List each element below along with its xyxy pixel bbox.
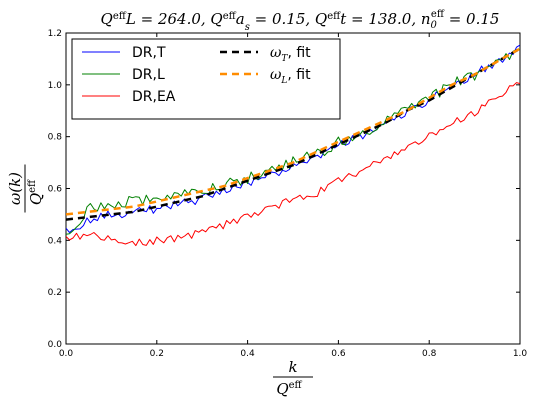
axes: 0.0 0.2 0.4 0.6 0.8 1.0 0.0 0.2 0.4 0.6 0.8 1.0 1.2 [48, 29, 528, 359]
series-layer [66, 44, 520, 247]
y-tick-label-2: 0.4 [48, 236, 63, 246]
y-tick-label-5: 1.0 [48, 81, 63, 91]
series-group [66, 44, 520, 247]
legend-label-3: DR,EA [132, 89, 176, 105]
series-line-2 [66, 48, 520, 235]
y-tick-label-1: 0.2 [48, 288, 62, 298]
chart-title: QeffL = 264.0, Qeffas = 0.15, Qefft = 13… [101, 9, 500, 33]
y-tick-label-6: 1.2 [48, 29, 62, 39]
x-tick-label-2: 0.4 [240, 349, 255, 359]
y-tick-label-3: 0.6 [48, 185, 63, 195]
y-axis-label: ω(k) Qeff [6, 164, 45, 213]
y-tick-label-0: 0.0 [48, 340, 63, 350]
x-axis-label-numerator: k [288, 358, 297, 376]
x-tick-label-3: 0.6 [331, 349, 346, 359]
x-tick-label-4: 0.8 [422, 349, 437, 359]
series-line-4 [66, 47, 520, 221]
legend: DR,T DR,L DR,EA ωT, fit ωL, fit [71, 38, 341, 120]
x-axis-label-denominator: Qeff [276, 380, 302, 398]
y-tick-label-4: 0.8 [48, 133, 63, 143]
legend-label-4: ωT, fit [270, 45, 311, 64]
series-line-3 [66, 82, 520, 247]
x-tick-label-1: 0.2 [150, 349, 164, 359]
x-tick-label-0: 0.0 [59, 349, 74, 359]
legend-label-2: DR,L [132, 67, 165, 83]
y-axis-label-numerator: ω(k) [6, 172, 24, 205]
x-tick-label-5: 1.0 [513, 349, 528, 359]
legend-label-5: ωL, fit [270, 67, 311, 86]
series-line-5 [66, 47, 520, 216]
y-axis-label-denominator: Qeff [27, 179, 45, 205]
legend-label-1: DR,T [132, 45, 166, 61]
chart-title-text: QeffL = 264.0, Qeffas = 0.15, Qefft = 13… [101, 9, 500, 33]
